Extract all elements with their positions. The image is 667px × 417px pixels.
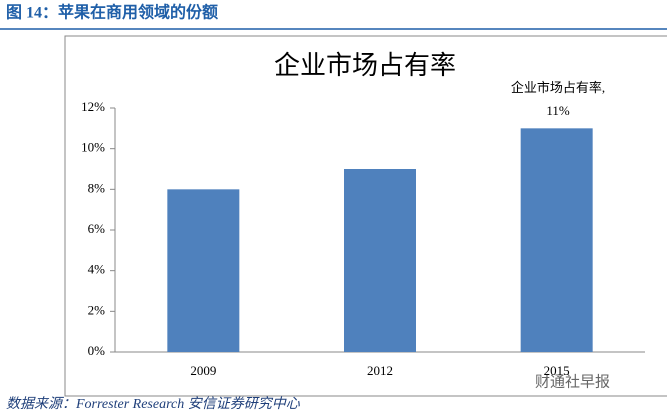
watermark: 财通社早报 (535, 373, 610, 390)
bar (344, 169, 416, 352)
y-tick-label: 4% (88, 262, 106, 277)
page-title: 图 14：苹果在商用领域的份额 (6, 3, 218, 22)
chart-title: 企业市场占有率 (274, 51, 456, 80)
y-tick-label: 12% (81, 99, 105, 114)
x-tick-label: 2015 (544, 363, 570, 378)
annotation: 企业市场占有率, 11% (510, 80, 606, 118)
x-tick-label: 2009 (190, 363, 216, 378)
y-tick-label: 2% (88, 302, 106, 317)
y-tick-label: 10% (81, 140, 105, 155)
y-tick-label: 8% (88, 180, 106, 195)
chart-frame (64, 35, 667, 397)
source-note: 数据来源：Forrester Research 安信证券研究中心 (6, 396, 301, 412)
bar (520, 128, 593, 352)
y-tick-label: 0% (88, 343, 106, 358)
y-tick-label: 6% (88, 221, 106, 236)
x-tick-label: 2012 (367, 363, 393, 378)
bar (167, 189, 240, 352)
